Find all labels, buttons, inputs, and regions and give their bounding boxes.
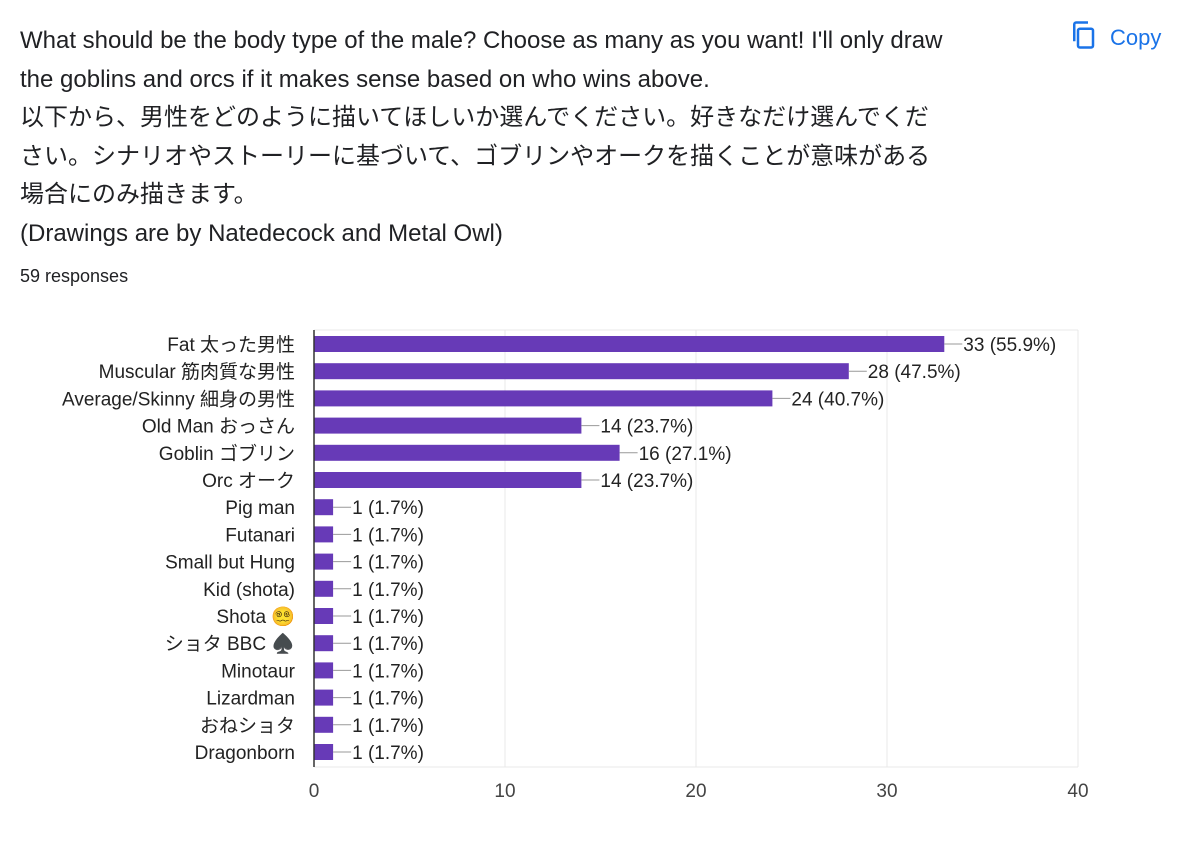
category-label: Fat 太った男性 xyxy=(167,334,295,356)
value-label: 1 (1.7%) xyxy=(352,634,424,655)
value-label: 28 (47.5%) xyxy=(868,362,961,383)
category-label: Average/Skinny 細身の男性 xyxy=(62,388,295,410)
category-label: Orc オーク xyxy=(202,470,295,492)
value-label: 1 (1.7%) xyxy=(352,580,424,601)
x-tick-label: 40 xyxy=(1067,781,1088,802)
bar xyxy=(314,553,334,570)
value-label: 1 (1.7%) xyxy=(352,607,424,628)
value-label: 33 (55.9%) xyxy=(963,335,1056,356)
value-label: 1 (1.7%) xyxy=(352,661,424,682)
category-label: Shota 😵‍💫 xyxy=(216,606,295,628)
bar xyxy=(314,662,334,679)
bar xyxy=(314,608,334,624)
bar xyxy=(314,635,334,652)
category-label: Minotaur xyxy=(221,661,296,682)
category-label: Small but Hung xyxy=(165,553,295,574)
x-tick-label: 20 xyxy=(685,781,706,802)
value-label: 1 (1.7%) xyxy=(352,689,424,710)
x-tick-label: 0 xyxy=(309,781,320,802)
bar xyxy=(314,336,945,352)
value-label: 1 (1.7%) xyxy=(352,716,424,737)
question-line: 場合にのみ描きます。 xyxy=(20,181,258,208)
question-line: さい。シナリオやストーリーに基づいて、ゴブリンやオークを描くことが意味がある xyxy=(20,142,931,170)
question-line: What should be the body type of the male… xyxy=(20,27,943,54)
value-label: 14 (23.7%) xyxy=(600,471,693,492)
bar xyxy=(314,580,334,597)
question-text: What should be the body type of the male… xyxy=(20,22,1050,253)
bar xyxy=(314,744,334,760)
category-label: おねショタ xyxy=(200,715,295,737)
question-line: 以下から、男性をどのように描いてほしいか選んでください。好きなだけ選んでくだ xyxy=(20,104,929,131)
category-label: Old Man おっさん xyxy=(142,417,295,438)
bar xyxy=(314,472,582,488)
category-label: Futanari xyxy=(225,525,295,546)
value-label: 14 (23.7%) xyxy=(600,417,693,438)
x-tick-label: 30 xyxy=(876,781,897,802)
bar xyxy=(314,390,773,407)
category-label: Muscular 筋肉質な男性 xyxy=(99,361,295,383)
category-label: Lizardman xyxy=(206,689,295,710)
category-label: Pig man xyxy=(225,498,295,519)
question-line: the goblins and orcs if it makes sense b… xyxy=(20,65,710,93)
question-line: (Drawings are by Natedecock and Metal Ow… xyxy=(20,219,503,247)
bar xyxy=(314,444,620,461)
bar xyxy=(314,526,334,543)
category-label: ショタ BBC ♠️ xyxy=(165,632,295,655)
copy-button-label: Copy xyxy=(1110,25,1162,50)
value-label: 1 (1.7%) xyxy=(352,498,424,519)
value-label: 16 (27.1%) xyxy=(639,444,732,465)
category-label: Dragonborn xyxy=(195,743,295,764)
value-label: 1 (1.7%) xyxy=(352,743,424,764)
value-label: 1 (1.7%) xyxy=(352,525,424,546)
copy-icon xyxy=(1068,20,1098,56)
x-tick-label: 10 xyxy=(494,781,515,802)
copy-button[interactable]: Copy xyxy=(1060,14,1186,62)
bar xyxy=(314,417,582,434)
bar xyxy=(314,499,334,516)
bar-chart: 0 10 20 30 40 33 (55.9%) Fat 太った男性 28 (47.5%) Mu… xyxy=(62,329,1089,802)
category-label: Goblin ゴブリン xyxy=(159,442,295,465)
value-label: 24 (40.7%) xyxy=(791,389,884,410)
bar xyxy=(314,689,334,706)
category-label: Kid (shota) xyxy=(203,580,295,601)
bar xyxy=(314,716,334,733)
bar xyxy=(314,363,849,380)
response-count: 59 responses xyxy=(20,266,129,286)
value-label: 1 (1.7%) xyxy=(352,553,424,574)
